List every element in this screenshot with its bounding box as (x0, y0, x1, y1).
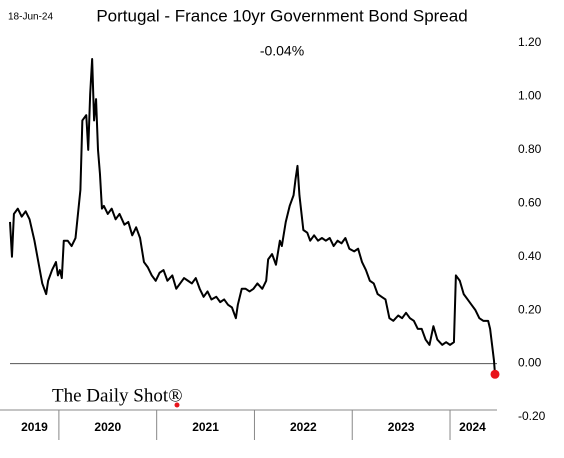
chart-title: Portugal - France 10yr Government Bond S… (96, 6, 467, 25)
brand-dot (174, 402, 180, 408)
x-tick-label: 2023 (388, 420, 415, 434)
last-point (490, 369, 500, 379)
y-tick-label: 0.60 (518, 195, 542, 209)
x-tick-label: 2024 (459, 420, 486, 434)
x-tick-label: 2022 (290, 420, 317, 434)
y-tick-label: 1.20 (518, 35, 542, 49)
annotation: -0.04% (260, 43, 304, 59)
y-tick-label: 0.00 (518, 356, 542, 370)
date-label: 18-Jun-24 (8, 12, 53, 23)
x-tick-label: 2021 (192, 420, 219, 434)
x-tick-label: 2019 (21, 420, 48, 434)
x-tick-label: 2020 (94, 420, 121, 434)
y-tick-label: -0.20 (518, 409, 546, 423)
y-tick-label: 1.00 (518, 89, 542, 103)
y-tick-label: 0.20 (518, 302, 542, 316)
series-line (9, 58, 496, 375)
brand: The Daily Shot® (52, 385, 183, 406)
y-tick-label: 0.80 (518, 142, 542, 156)
y-tick-label: 0.40 (518, 249, 542, 263)
